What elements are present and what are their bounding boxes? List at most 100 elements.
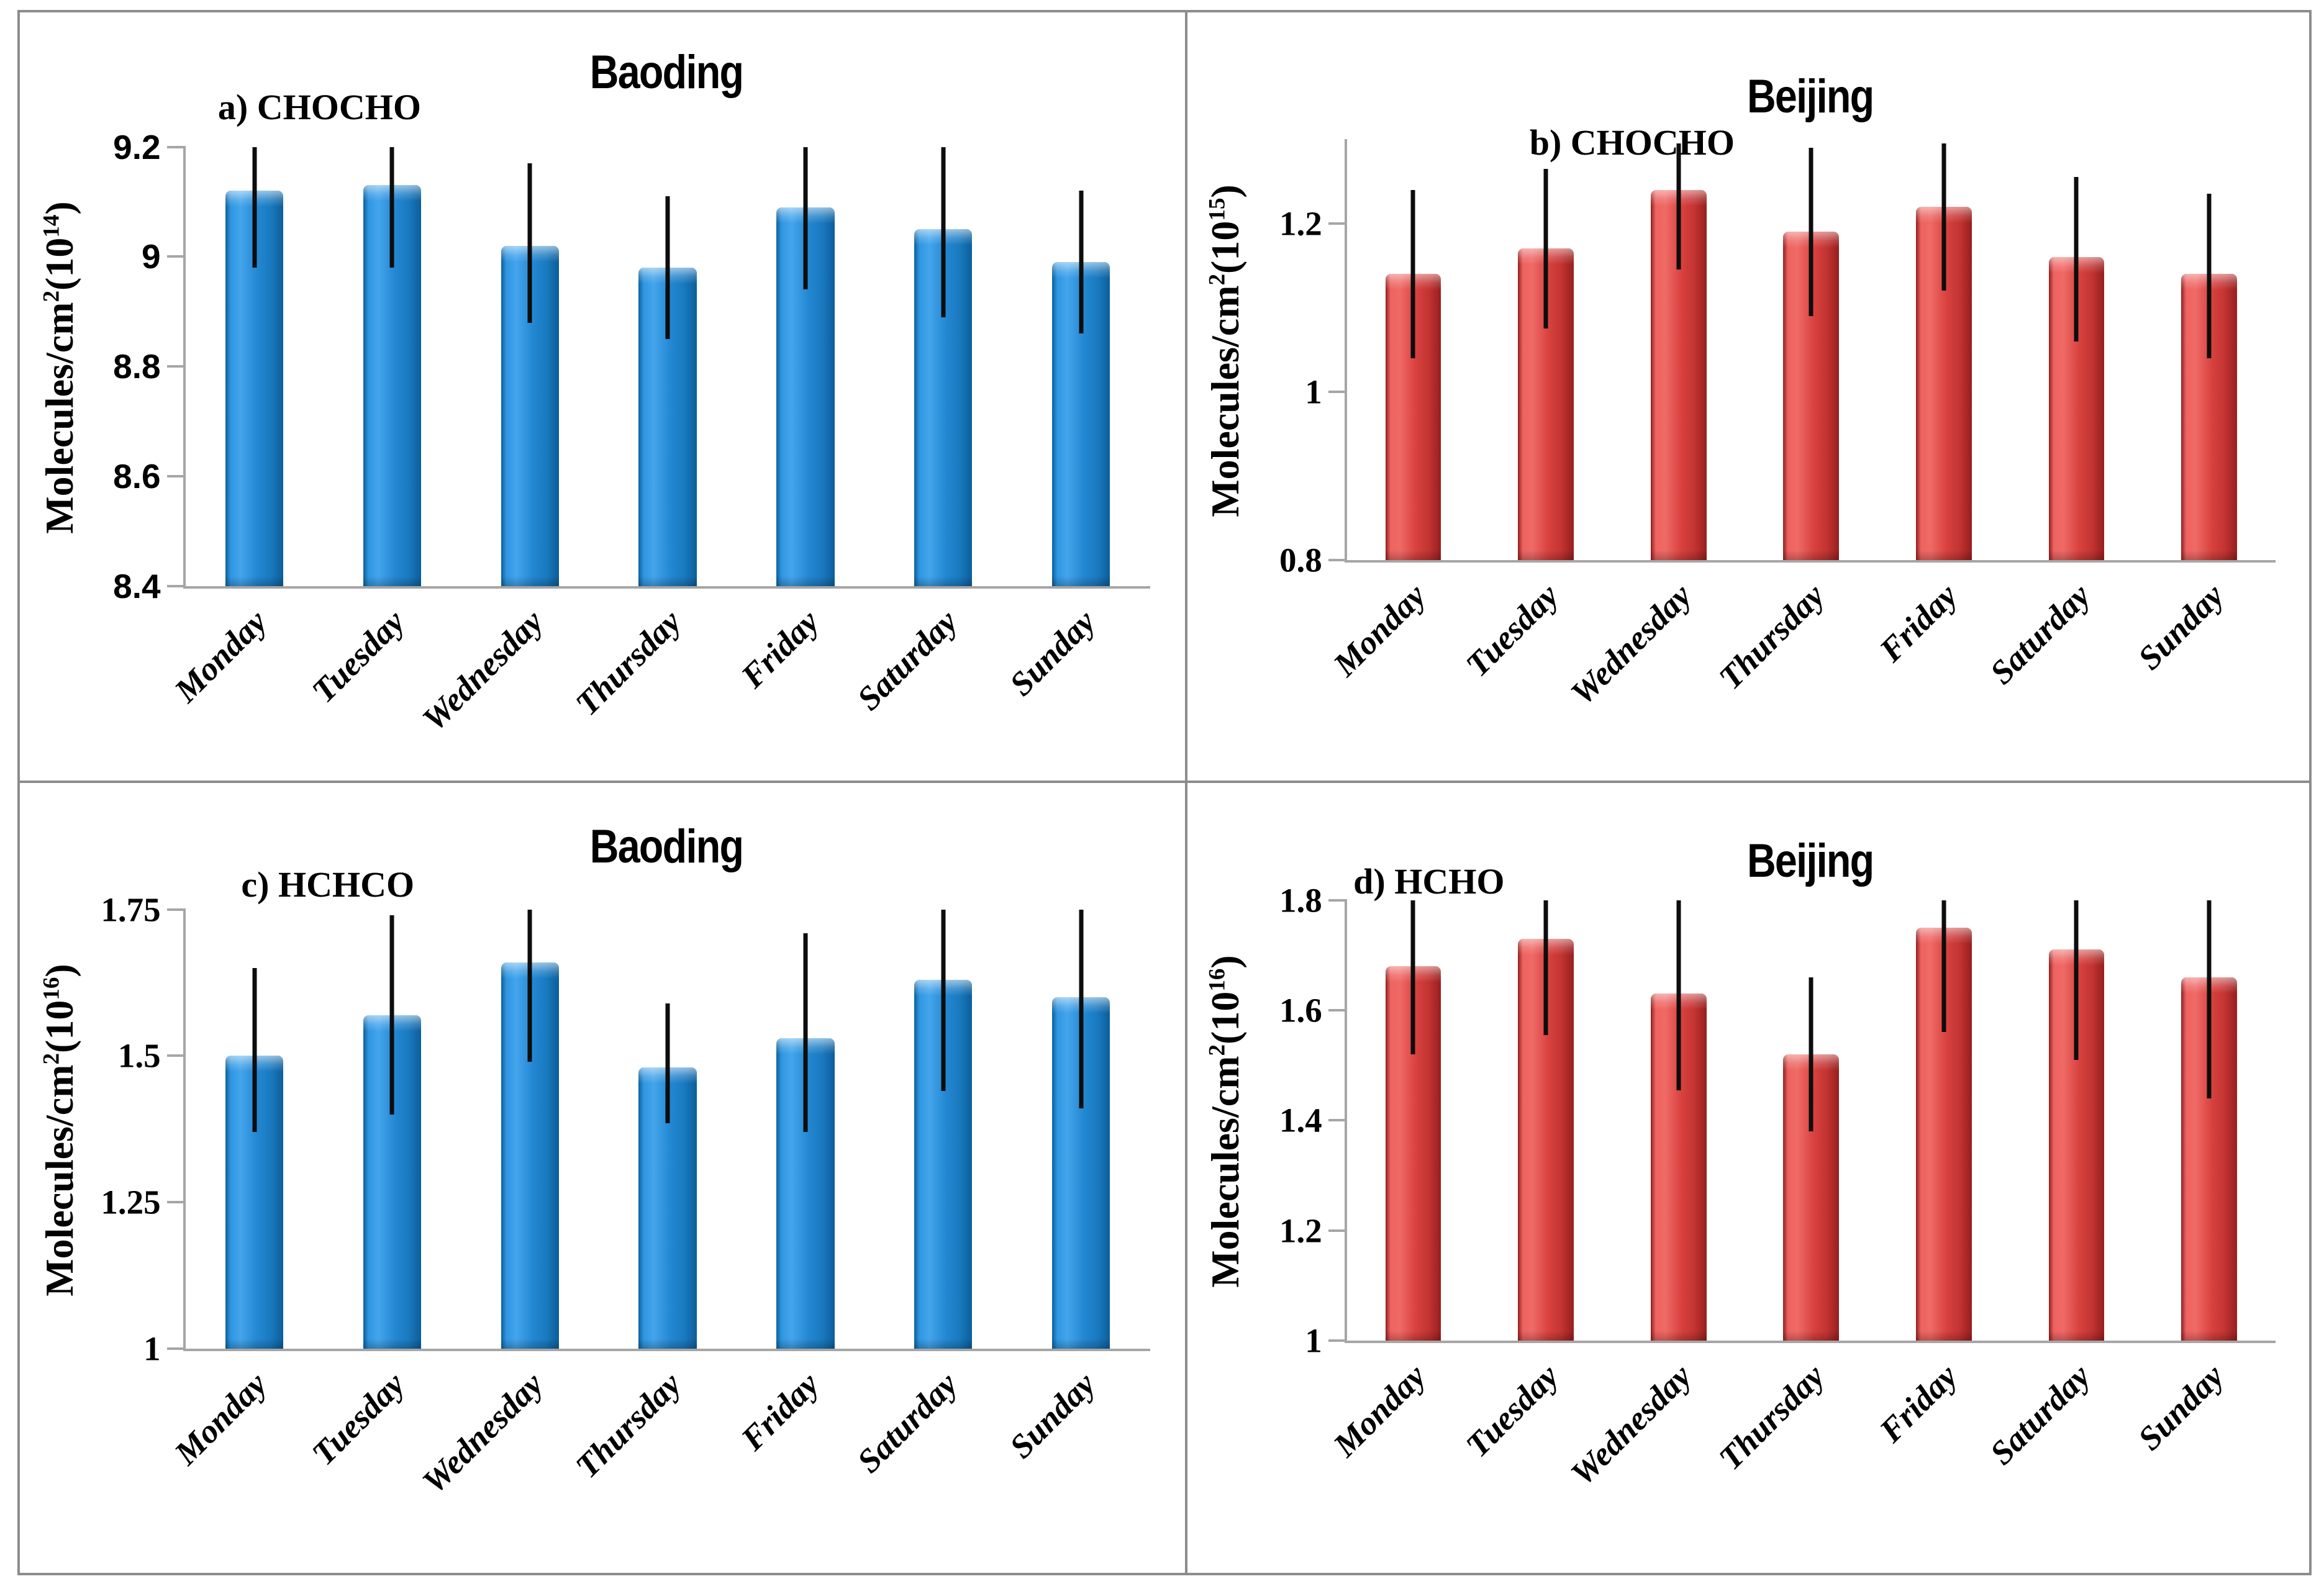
- plot-area: 1.2 1 0.8: [1279, 139, 2276, 579]
- bar-bottom-shade: [501, 1338, 559, 1349]
- plot-area: 1.8 1.6 1.4 1.2 1: [1279, 881, 2276, 1359]
- bar-bottom-shade: [1783, 1330, 1840, 1341]
- y-axis-tick: [166, 1201, 186, 1204]
- y-axis-tick-label: 1.8: [1279, 881, 1322, 920]
- y-axis-label: Molecules/cm2(1016): [1203, 955, 1248, 1288]
- x-axis-label-saturday: Saturday: [850, 602, 965, 718]
- error-bar-monday: [1410, 189, 1415, 358]
- error-bar-tuesday: [389, 915, 394, 1115]
- bar-bottom-shade: [776, 1338, 835, 1349]
- panel-b-beijing-chocho: Beijing b) CHOCHO 1.2 1 0.8 Molecules/cm2(101…: [1187, 12, 2309, 784]
- error-bar-thursday: [665, 1003, 670, 1123]
- bar-saturday: [914, 229, 973, 587]
- ylabel-exponent: 16: [39, 977, 65, 1000]
- chart-title: Baoding: [183, 820, 1150, 874]
- x-axis-label-wednesday: Wednesday: [415, 602, 550, 738]
- x-axis-label-monday: Monday: [167, 1365, 274, 1472]
- error-bar-monday: [252, 147, 257, 268]
- ylabel-exponent: 2: [1204, 274, 1230, 286]
- y-axis-tick-label: 8.8: [113, 347, 161, 386]
- y-axis-tick: [166, 1347, 186, 1350]
- y-axis-tick-label: 0.8: [1279, 541, 1322, 579]
- bar-bottom-shade: [1052, 1338, 1110, 1349]
- panel-d-beijing-hcho: Beijing d) HCHO 1.8 1.6 1.4 1.2 1 Molecules/cm2…: [1187, 783, 2309, 1573]
- x-axis-label-wednesday: Wednesday: [1563, 576, 1699, 712]
- bar-bottom-shade: [363, 576, 421, 587]
- y-axis-tick-label: 9.2: [113, 127, 161, 166]
- y-axis-label: Molecules/cm2(1016): [37, 964, 81, 1297]
- y-axis-tick-label: 1.2: [1279, 1211, 1322, 1250]
- ylabel-exponent: 14: [39, 214, 65, 238]
- error-bar-monday: [252, 968, 257, 1132]
- x-axis-label-monday: Monday: [1326, 576, 1433, 684]
- chart-title-text: Beijing: [1746, 834, 1874, 887]
- error-bar-friday: [803, 147, 808, 290]
- error-bar-saturday: [941, 147, 946, 317]
- y-axis-tick-label: 1: [143, 1329, 161, 1368]
- ylabel-exponent: 2: [1204, 1044, 1230, 1056]
- error-bar-wednesday: [527, 909, 532, 1062]
- bar-bottom-shade: [501, 576, 559, 587]
- x-axis-label-tuesday: Tuesday: [1458, 576, 1566, 684]
- y-axis-tick: [1328, 1119, 1347, 1122]
- y-axis-label: Molecules/cm2(1015): [1203, 184, 1248, 517]
- x-axis-label-thursday: Thursday: [1712, 1357, 1832, 1477]
- bar-bottom-shade: [914, 1338, 973, 1349]
- bar-sunday: [1052, 262, 1110, 587]
- y-axis-tick: [1328, 390, 1347, 393]
- x-axis-label-thursday: Thursday: [568, 1365, 689, 1485]
- y-axis-tick: [1328, 898, 1347, 902]
- bar-bottom-shade: [1915, 550, 1972, 560]
- y-axis-tick-label: 1: [1305, 1321, 1322, 1360]
- error-bar-sunday: [1079, 909, 1084, 1109]
- x-axis-label-tuesday: Tuesday: [1458, 1357, 1566, 1465]
- x-axis-label-tuesday: Tuesday: [304, 1365, 412, 1472]
- x-axis-label-thursday: Thursday: [1712, 576, 1832, 697]
- chart-title-text: Baoding: [589, 46, 744, 99]
- y-axis-tick: [166, 365, 186, 368]
- bar-bottom-shade: [225, 1338, 284, 1349]
- error-bar-tuesday: [1543, 168, 1548, 329]
- chart-title: Beijing: [1345, 834, 2276, 888]
- plot-area: 9.2 9 8.8 8.6 8.4: [113, 128, 1150, 605]
- y-axis-tick-label: 1.2: [1279, 204, 1322, 243]
- x-axis-label-monday: Monday: [167, 602, 274, 710]
- error-bar-sunday: [1079, 191, 1084, 334]
- bar-bottom-shade: [2048, 1330, 2105, 1341]
- bar-bottom-shade: [1385, 1330, 1441, 1341]
- y-axis-tick-label: 8.4: [113, 567, 161, 606]
- error-bar-wednesday: [1676, 143, 1681, 270]
- error-bar-tuesday: [389, 147, 394, 268]
- bar-bottom-shade: [2181, 1330, 2237, 1341]
- y-axis-tick-label: 9: [142, 237, 161, 276]
- y-axis-tick: [166, 1054, 186, 1057]
- x-axis-label-sunday: Sunday: [1002, 1365, 1103, 1465]
- error-bar-tuesday: [1543, 900, 1548, 1035]
- bar-bottom-shade: [914, 576, 973, 587]
- x-axis-label-friday: Friday: [1872, 1357, 1965, 1450]
- y-axis-tick: [166, 145, 186, 148]
- bar-bottom-shade: [2181, 550, 2237, 560]
- x-axis-label-friday: Friday: [734, 602, 827, 695]
- chart-title: Beijing: [1345, 70, 2276, 124]
- error-bar-friday: [803, 933, 808, 1132]
- panel-c-baoding-hchco: Baoding c) HCHCO 1.75 1.5 1.25 1 Molecules/cm2…: [20, 783, 1187, 1573]
- bar-bottom-shade: [1915, 1330, 1972, 1341]
- bar-bottom-shade: [638, 1338, 697, 1349]
- ylabel-exponent: 15: [1204, 197, 1230, 221]
- y-axis-tick: [1328, 559, 1347, 561]
- y-axis-tick: [1328, 222, 1347, 225]
- panel-label: b) CHOCHO: [1529, 122, 1735, 163]
- error-bar-thursday: [1809, 977, 1813, 1131]
- y-axis-tick: [166, 475, 186, 478]
- panel-label: c) HCHCO: [241, 864, 415, 905]
- bar-sunday: [1052, 997, 1110, 1349]
- error-bar-friday: [1941, 143, 1946, 291]
- y-axis-tick: [1328, 1229, 1347, 1232]
- error-bar-sunday: [2207, 194, 2212, 358]
- panel-a-baoding-chocho: Baoding a) CHOCHO 9.2 9 8.8 8.6 8.4 Molecules/c…: [20, 12, 1187, 784]
- bar-bottom-shade: [1518, 550, 1574, 560]
- bar-bottom-shade: [1518, 1330, 1574, 1341]
- bar-bottom-shade: [2048, 550, 2105, 560]
